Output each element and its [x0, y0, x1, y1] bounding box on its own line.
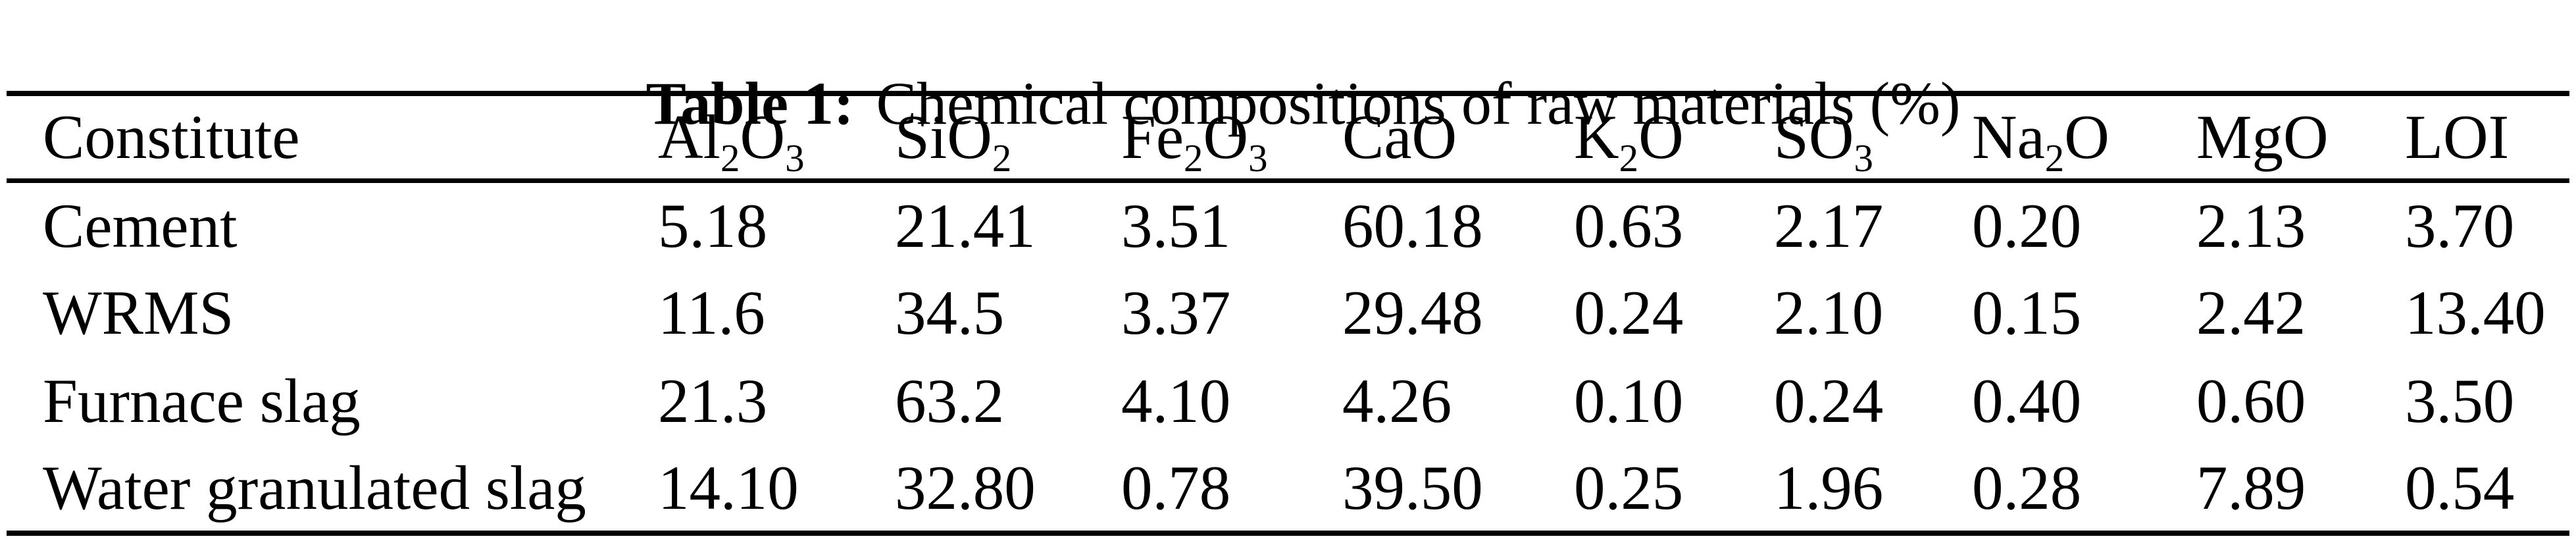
- value-cell: 4.26: [1342, 366, 1452, 436]
- value-cell: 2.10: [1774, 278, 1884, 348]
- value-cell: 0.60: [2196, 366, 2306, 436]
- value-cell: 0.24: [1774, 366, 1884, 436]
- row-label: Water granulated slag: [43, 453, 586, 523]
- value-cell: 1.96: [1774, 453, 1884, 523]
- value-cell: 7.89: [2196, 453, 2306, 523]
- value-cell: 21.41: [895, 190, 1036, 261]
- value-cell: 0.28: [1972, 453, 2082, 523]
- value-cell: 32.80: [895, 453, 1036, 523]
- column-header: Na2O: [1972, 102, 2109, 180]
- value-cell: 3.50: [2405, 366, 2515, 436]
- column-header: CaO: [1342, 102, 1457, 172]
- column-header: Al2O3: [658, 102, 805, 180]
- table-body: Cement 5.18 21.41 3.51 60.18 0.63 2.17 0.20 2.13…: [7, 180, 2569, 533]
- value-cell: 60.18: [1342, 190, 1483, 261]
- value-cell: 0.54: [2405, 453, 2515, 523]
- table-row: WRMS 11.6 34.5 3.37 29.48 0.24 2.10 0.15 2.42 13.…: [7, 269, 2569, 357]
- value-cell: 0.20: [1972, 190, 2082, 261]
- value-cell: 2.13: [2196, 190, 2306, 261]
- value-cell: 0.15: [1972, 278, 2082, 348]
- value-cell: 29.48: [1342, 278, 1483, 348]
- value-cell: 2.42: [2196, 278, 2306, 348]
- value-cell: 21.3: [658, 366, 768, 436]
- table-row: Cement 5.18 21.41 3.51 60.18 0.63 2.17 0.20 2.13…: [7, 180, 2569, 269]
- value-cell: 0.63: [1574, 190, 1684, 261]
- value-cell: 3.70: [2405, 190, 2515, 261]
- table-caption: Table 1: Chemical compositions of raw mat…: [0, 0, 2576, 137]
- row-label: Cement: [43, 190, 238, 261]
- value-cell: 63.2: [895, 366, 1005, 436]
- column-header: SiO2: [895, 102, 1012, 180]
- column-header: Fe2O3: [1121, 102, 1268, 180]
- value-cell: 4.10: [1121, 366, 1231, 436]
- value-cell: 14.10: [658, 453, 799, 523]
- header-row: Constitute Al2O3 SiO2 Fe2O3 CaO K2O SO3 Na2O MgO…: [7, 93, 2569, 180]
- value-cell: 5.18: [658, 190, 768, 261]
- row-label: WRMS: [43, 278, 234, 348]
- table-caption-label: Table 1:: [645, 70, 854, 138]
- value-cell: 11.6: [658, 278, 765, 348]
- value-cell: 3.51: [1121, 190, 1231, 261]
- value-cell: 0.24: [1574, 278, 1684, 348]
- value-cell: 34.5: [895, 278, 1005, 348]
- column-header: SO3: [1774, 102, 1873, 180]
- column-header-constitute: Constitute: [43, 102, 300, 172]
- value-cell: 0.10: [1574, 366, 1684, 436]
- table-row: Water granulated slag 14.10 32.80 0.78 39.50…: [7, 445, 2569, 533]
- value-cell: 2.17: [1774, 190, 1884, 261]
- value-cell: 13.40: [2405, 278, 2546, 348]
- row-label: Furnace slag: [43, 366, 361, 436]
- chemical-composition-table: Constitute Al2O3 SiO2 Fe2O3 CaO K2O SO3 Na2O MgO…: [7, 91, 2569, 536]
- table-row: Furnace slag 21.3 63.2 4.10 4.26 0.10 0.24 0.40…: [7, 357, 2569, 445]
- table-header: Constitute Al2O3 SiO2 Fe2O3 CaO K2O SO3 Na2O MgO…: [7, 93, 2569, 180]
- value-cell: 0.78: [1121, 453, 1231, 523]
- value-cell: 3.37: [1121, 278, 1231, 348]
- table-caption-text: Chemical compositions of raw materials (…: [876, 70, 1961, 138]
- value-cell: 39.50: [1342, 453, 1483, 523]
- value-cell: 0.25: [1574, 453, 1684, 523]
- value-cell: 0.40: [1972, 366, 2082, 436]
- column-header: MgO: [2196, 102, 2329, 172]
- column-header: LOI: [2405, 102, 2510, 172]
- column-header: K2O: [1574, 102, 1684, 180]
